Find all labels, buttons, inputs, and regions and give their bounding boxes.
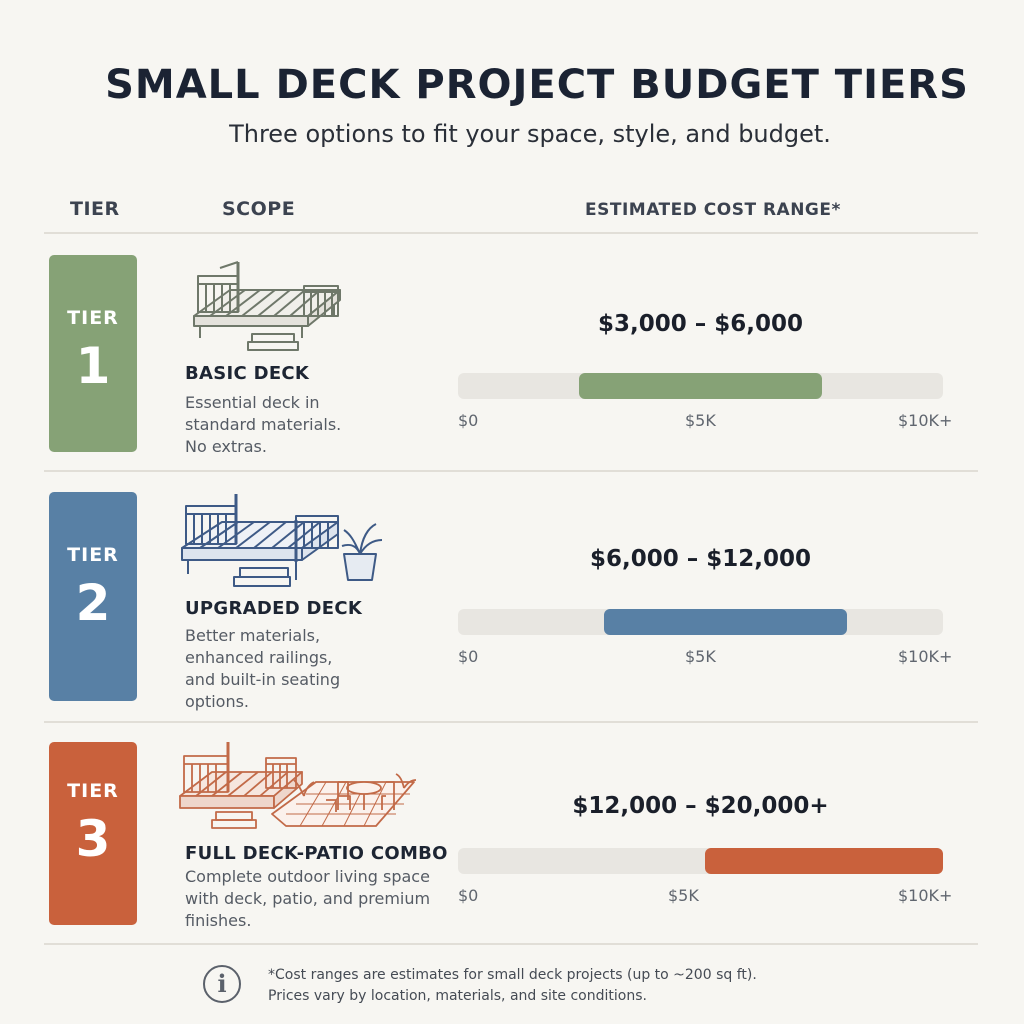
tier-2-cost-bar-fill bbox=[604, 609, 847, 635]
desc-line: with deck, patio, and premium bbox=[185, 889, 431, 908]
desc-line: finishes. bbox=[185, 911, 252, 930]
desc-line: Complete outdoor living space bbox=[185, 867, 430, 886]
tier-2-label: TIER bbox=[67, 544, 119, 566]
tick-label: $0 bbox=[458, 647, 479, 666]
tier-2-scope-name: UPGRADED DECK bbox=[185, 598, 363, 619]
divider bbox=[44, 470, 978, 472]
tick-label: $10K+ bbox=[898, 411, 953, 430]
tier-3-cost-range: $12,000 – $20,000+ bbox=[572, 793, 829, 819]
divider bbox=[44, 232, 978, 234]
tick-label: $5K bbox=[685, 647, 716, 666]
deck-patio-combo-illustration bbox=[179, 742, 417, 829]
tier-3-number: 3 bbox=[75, 810, 111, 868]
tier-3-cost-bar-track bbox=[458, 848, 943, 874]
tier-2-cost-bar-track bbox=[458, 609, 943, 635]
desc-line: Essential deck in bbox=[185, 393, 320, 412]
page-title: SMALL DECK PROJECT BUDGET TIERS bbox=[105, 62, 969, 108]
tier-2-number: 2 bbox=[75, 574, 111, 632]
tier-1-scope-description: Essential deck in standard materials. No… bbox=[185, 392, 341, 458]
desc-line: standard materials. bbox=[185, 415, 342, 434]
divider bbox=[44, 721, 978, 723]
tier-3-scope-description: Complete outdoor living space with deck,… bbox=[185, 866, 430, 932]
desc-line: No extras. bbox=[185, 437, 267, 456]
desc-line: Better materials, bbox=[185, 626, 321, 645]
tier-1-cost-range: $3,000 – $6,000 bbox=[597, 311, 804, 337]
tier-2-badge: TIER 2 bbox=[49, 492, 137, 701]
divider bbox=[44, 943, 978, 945]
footnote-line: *Cost ranges are estimates for small dec… bbox=[268, 967, 757, 983]
column-header-cost: ESTIMATED COST RANGE* bbox=[585, 200, 841, 220]
tick-label: $10K+ bbox=[898, 647, 953, 666]
tick-label: $10K+ bbox=[898, 886, 953, 905]
tier-2-scope-description: Better materials, enhanced railings, and… bbox=[185, 625, 340, 713]
upgraded-deck-with-plant-illustration bbox=[181, 494, 383, 587]
tier-2-cost-range: $6,000 – $12,000 bbox=[589, 546, 812, 572]
page-subtitle: Three options to fit your space, style, … bbox=[229, 120, 831, 148]
tick-label: $5K bbox=[685, 411, 716, 430]
tier-1-scope-name: BASIC DECK bbox=[185, 363, 310, 384]
column-header-scope: SCOPE bbox=[222, 198, 296, 220]
footnote-line: Prices vary by location, materials, and … bbox=[268, 988, 647, 1004]
tier-1-number: 1 bbox=[75, 337, 111, 395]
tier-3-badge: TIER 3 bbox=[49, 742, 137, 925]
tier-3-label: TIER bbox=[67, 780, 119, 802]
desc-line: and built-in seating bbox=[185, 670, 341, 689]
tier-3-scope-name: FULL DECK-PATIO COMBO bbox=[185, 843, 448, 864]
tier-3-cost-bar-fill bbox=[705, 848, 943, 874]
tick-label: $0 bbox=[458, 411, 479, 430]
basic-deck-illustration bbox=[193, 261, 341, 351]
tier-1-cost-bar-track bbox=[458, 373, 943, 399]
tier-1-badge: TIER 1 bbox=[49, 255, 137, 452]
desc-line: options. bbox=[185, 692, 250, 711]
tier-1-cost-bar-fill bbox=[579, 373, 822, 399]
footnote: *Cost ranges are estimates for small dec… bbox=[268, 965, 757, 1007]
info-icon: i bbox=[203, 965, 241, 1003]
tick-label: $0 bbox=[458, 886, 479, 905]
tick-label: $5K bbox=[668, 886, 699, 905]
column-header-tier: TIER bbox=[70, 198, 120, 220]
desc-line: enhanced railings, bbox=[185, 648, 333, 667]
tier-1-label: TIER bbox=[67, 307, 119, 329]
